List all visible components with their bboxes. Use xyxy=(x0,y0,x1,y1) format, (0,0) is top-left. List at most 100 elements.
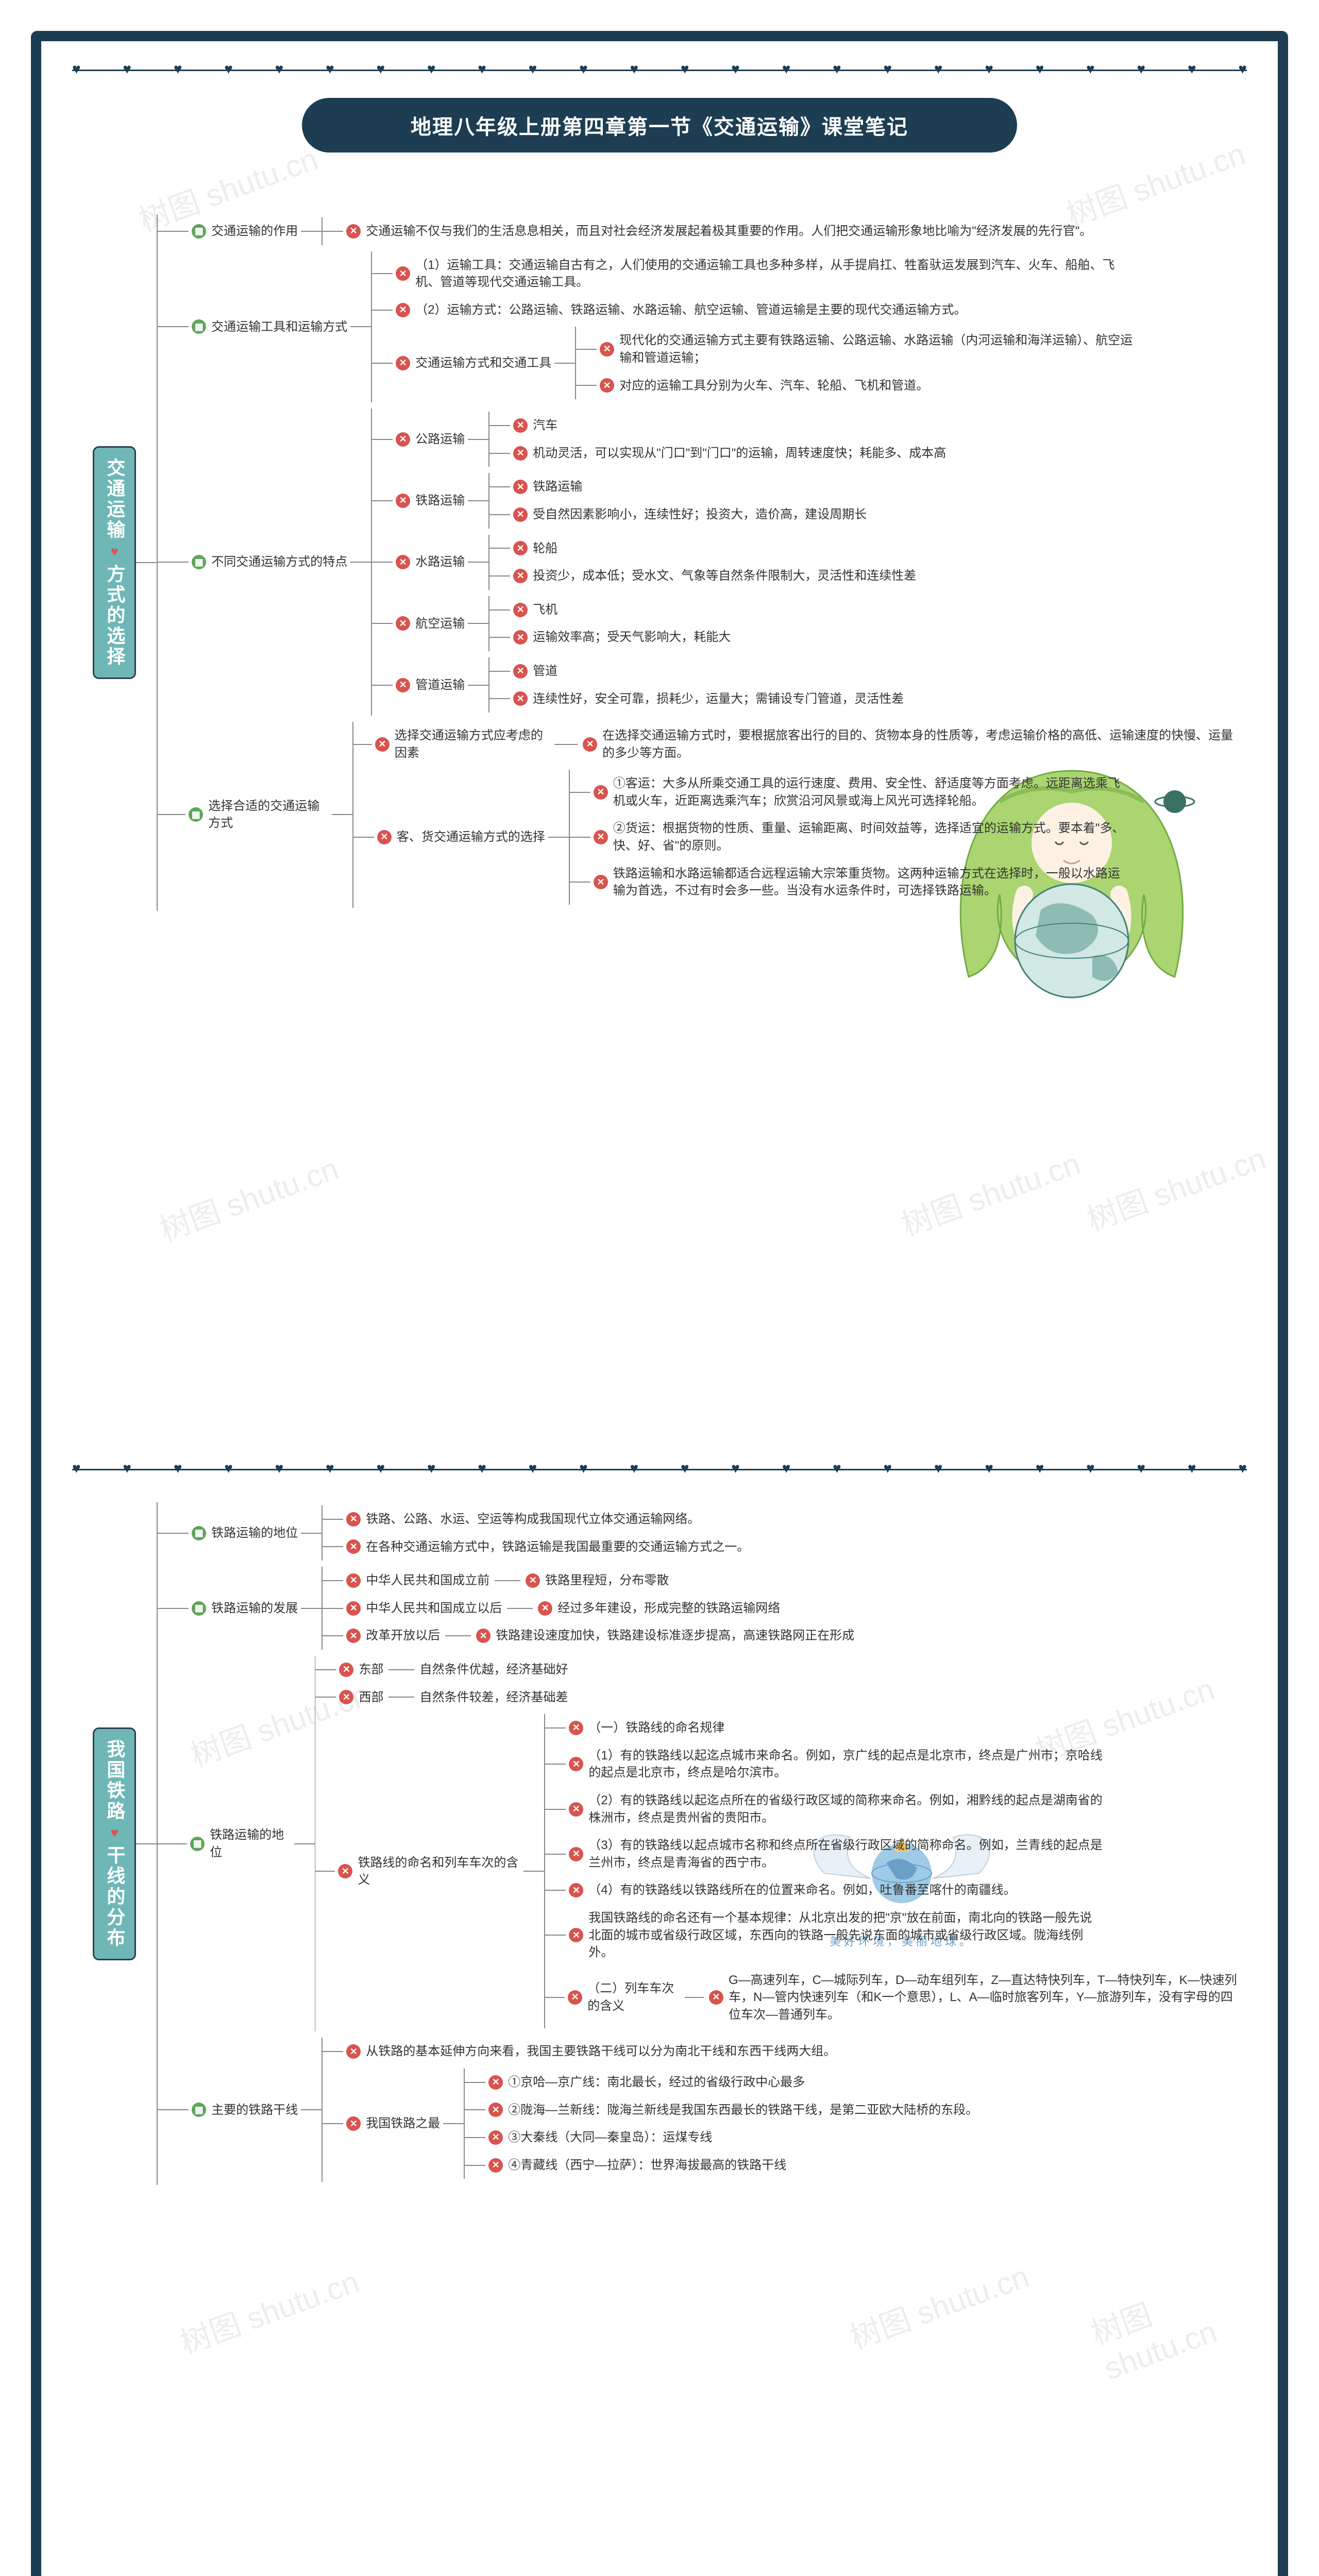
node-label: 铁路建设速度加快，铁路建设标准逐步提高，高速铁路网正在形成 xyxy=(496,1627,854,1645)
node-label: 我国铁路线的命名还有一个基本规律：从北京出发的把"京"放在前面，南北向的铁路一般… xyxy=(588,1909,1104,1961)
mindmap-node: ✕ 中华人民共和国成立前 ✕ 铁路里程短，分布零散 xyxy=(323,1567,857,1595)
node-label: 对应的运输工具分别为火车、汽车、轮船、飞机和管道。 xyxy=(619,377,928,395)
mindmap-node: ✕ （4）有的铁路线以铁路线所在的位置来命名。例如，吐鲁番至喀什的南疆线。 xyxy=(545,1876,1247,1904)
red-bullet-icon: ✕ xyxy=(396,678,410,692)
node-label: 我国铁路之最 xyxy=(366,2115,440,2132)
node-label: 汽车 xyxy=(533,417,557,434)
node-label: 铁路运输的发展 xyxy=(211,1600,298,1617)
red-bullet-icon: ✕ xyxy=(396,494,410,508)
node-label: 东部 xyxy=(359,1661,383,1679)
arrow-connector xyxy=(388,1697,414,1698)
mindmap-2: 我国铁路♥干线的分布 ▦铁路运输的地位✕铁路、公路、水运、空运等构成我国现代立体… xyxy=(93,1502,1247,2185)
red-bullet-icon: ✕ xyxy=(538,1601,552,1616)
node-label: 改革开放以后 xyxy=(366,1627,440,1645)
node-label: （3）有的铁路线以起点城市名称和终点所在省级行政区域的简称命名。例如，兰青线的起… xyxy=(588,1837,1104,1871)
doc-title-banner: 地理八年级上册第四章第一节《交通运输》课堂笔记 xyxy=(302,98,1017,152)
red-bullet-icon: ✕ xyxy=(339,1690,353,1704)
mindmap-node: ✕东部自然条件优越，经济基础好 xyxy=(315,1656,1247,1684)
mindmap-1: 交通运输♥方式的选择 ▦交通运输的作用✕交通运输不仅与我们的生活息息相关，而且对… xyxy=(93,214,1247,911)
green-bullet-icon: ▦ xyxy=(192,2103,206,2117)
red-bullet-icon: ✕ xyxy=(513,446,528,461)
mindmap-node: ✕ （2）运输方式：公路运输、铁路运输、水路运输、航空运输、管道运输是主要的现代交… xyxy=(372,296,1140,324)
node-label: 在各种交通运输方式中，铁路运输是我国最重要的交通运输方式之一。 xyxy=(366,1538,749,1556)
node-label: 管道 xyxy=(533,663,557,680)
node-label: 铁路线的命名和列车车次的含义 xyxy=(358,1854,520,1889)
mindmap-node: ✕铁路运输✕铁路运输✕受自然因素影响小，连续性好；投资大，造价高，建设周期长 xyxy=(372,470,949,531)
mindmap-node: ✕（一）铁路线的命名规律 xyxy=(545,1714,1247,1742)
mindmap-node: ✕（2）有的铁路线以起迄点所在的省级行政区域的简称来命名。例如，湘黔线的起点是湖… xyxy=(545,1787,1247,1832)
node-label: 不同交通运输方式的特点 xyxy=(211,553,347,571)
mindmap-node: ✕管道运输✕管道✕连续性好，安全可靠，损耗少，运量大；需铺设专门管道，灵活性差 xyxy=(372,654,949,716)
mindmap-node: ✕我国铁路之最✕①京哈—京广线：南北最长，经过的省级行政中心最多✕②陇海—兰新线… xyxy=(323,2065,981,2182)
red-bullet-icon: ✕ xyxy=(346,2044,361,2059)
red-bullet-icon: ✕ xyxy=(600,342,614,357)
node-label: （1）运输工具：交通运输自古有之，人们使用的交通运输工具也多种多样，从手提肩扛、… xyxy=(415,257,1137,291)
node-label: 水路运输 xyxy=(415,553,465,571)
node-label: 中华人民共和国成立前 xyxy=(366,1572,489,1589)
red-bullet-icon: ✕ xyxy=(569,1928,583,1942)
arrow-connector xyxy=(388,1669,414,1670)
red-bullet-icon: ✕ xyxy=(513,418,528,433)
mindmap-node: ✕航空运输✕飞机✕运输效率高；受天气影响大，耗能大 xyxy=(372,593,949,654)
node-label: 交通运输不仅与我们的生活息息相关，而且对社会经济发展起着极其重要的作用。人们把交… xyxy=(366,223,1092,240)
node-label: 管道运输 xyxy=(415,676,465,694)
arrow-connector xyxy=(507,1608,533,1609)
red-bullet-icon: ✕ xyxy=(488,2103,503,2117)
red-bullet-icon: ✕ xyxy=(346,1573,361,1588)
mindmap-node: ✕水路运输✕轮船✕投资少，成本低；受水文、气象等自然条件限制大，灵活性和连续性差 xyxy=(372,532,949,593)
node-label: （二）列车车次的含义 xyxy=(587,1980,680,2014)
mindmap-node: ✕选择交通运输方式应考虑的因素✕在选择交通运输方式时，要根据旅客出行的目的、货物… xyxy=(353,722,1247,767)
doc-title: 地理八年级上册第四章第一节《交通运输》课堂笔记 xyxy=(411,116,908,139)
green-bullet-icon: ▦ xyxy=(192,1601,206,1616)
node-label: 选择交通运输方式应考虑的因素 xyxy=(395,727,549,761)
mindmap-node: ✕④青藏线（西宁—拉萨）：世界海拔最高的铁路干线 xyxy=(465,2151,981,2179)
node-label: 交通运输的作用 xyxy=(211,223,298,240)
mindmap-node: ✕中华人民共和国成立以后✕经过多年建设，形成完整的铁路运输网络 xyxy=(323,1595,857,1622)
node-label: 在选择交通运输方式时，要根据旅客出行的目的、货物本身的性质等，考虑运输价格的高低… xyxy=(602,727,1244,761)
heart-divider-top: ♥♥♥♥♥♥♥♥♥♥♥♥♥♥♥♥♥♥♥♥♥♥♥♥ xyxy=(72,62,1247,77)
red-bullet-icon: ✕ xyxy=(488,2158,503,2173)
red-bullet-icon: ✕ xyxy=(488,2130,503,2145)
mindmap-node: ▦铁路运输的地位✕铁路、公路、水运、空运等构成我国现代立体交通运输网络。✕在各种… xyxy=(158,1502,1247,1564)
node-label: ①京哈—京广线：南北最长，经过的省级行政中心最多 xyxy=(508,2074,805,2091)
panel-2: 美好环境，美丽地球。 我国铁路♥干线的分布 ▦铁路运输的地位✕铁路、公路、水运、… xyxy=(72,1482,1247,2576)
mindmap-node: ✕铁路线的命名和列车车次的含义✕（一）铁路线的命名规律✕（1）有的铁路线以起迄点… xyxy=(315,1711,1247,2031)
node-label: 经过多年建设，形成完整的铁路运输网络 xyxy=(557,1600,780,1617)
node-label: ②货运：根据货物的性质、重量、运输距离、时间效益等，选择适宜的运输方式。要本着"… xyxy=(613,820,1128,854)
red-bullet-icon: ✕ xyxy=(513,480,528,494)
node-label: 现代化的交通运输方式主要有铁路运输、公路运输、水路运输（内河运输和海洋运输）、航… xyxy=(619,332,1135,366)
red-bullet-icon: ✕ xyxy=(594,830,608,844)
mindmap-node: ✕ 铁路运输 xyxy=(489,473,870,501)
node-label: 运输效率高；受天气影响大，耗能大 xyxy=(533,629,731,646)
node-label: G—高速列车，C—城际列车，D—动车组列车，Z—直达特快列车，T—特快列车，K—… xyxy=(729,1972,1244,2024)
red-bullet-icon: ✕ xyxy=(396,555,410,569)
node-label: （2）运输方式：公路运输、铁路运输、水路运输、航空运输、管道运输是主要的现代交通… xyxy=(415,301,966,319)
mindmap-node: ✕ 交通运输方式和交通工具 ✕ 现代化的交通运输方式主要有铁路运输、公路运输、水路运输… xyxy=(372,324,1140,402)
red-bullet-icon: ✕ xyxy=(396,356,410,370)
node-label: 受自然因素影响小，连续性好；投资大，造价高，建设周期长 xyxy=(533,506,867,523)
red-bullet-icon: ✕ xyxy=(526,1573,540,1588)
node-label: （4）有的铁路线以铁路线所在的位置来命名。例如，吐鲁番至喀什的南疆线。 xyxy=(588,1882,1016,1899)
node-label: （2）有的铁路线以起迄点所在的省级行政区域的简称来命名。例如，湘黔线的起点是湖南… xyxy=(588,1792,1104,1826)
node-label: 从铁路的基本延伸方向来看，我国主要铁路干线可以分为南北干线和东西干线两大组。 xyxy=(366,2043,836,2060)
red-bullet-icon: ✕ xyxy=(396,432,410,447)
mindmap-node: ✕投资少，成本低；受水文、气象等自然条件限制大，灵活性和连续性差 xyxy=(489,562,919,590)
red-bullet-icon: ✕ xyxy=(375,737,390,752)
red-bullet-icon: ✕ xyxy=(600,378,614,393)
mindmap-node: ✕交通运输不仅与我们的生活息息相关，而且对社会经济发展起着极其重要的作用。人们把… xyxy=(323,217,1095,245)
green-bullet-icon: ▦ xyxy=(192,555,206,569)
red-bullet-icon: ✕ xyxy=(569,1883,583,1897)
mindmap-node: ✕管道 xyxy=(489,657,907,685)
node-label: 铁路运输 xyxy=(533,478,582,496)
red-bullet-icon: ✕ xyxy=(396,616,410,631)
mindmap-node: ✕③大秦线（大同—秦皇岛）：运煤专线 xyxy=(465,2124,981,2151)
red-bullet-icon: ✕ xyxy=(569,1721,583,1735)
red-bullet-icon: ✕ xyxy=(568,1990,582,2005)
node-label: 铁路里程短，分布零散 xyxy=(545,1572,669,1589)
mindmap-node: ✕铁路运输和水路运输都适合远程运输大宗笨重货物。这两种运输方式在选择时，一般以水… xyxy=(570,860,1131,905)
red-bullet-icon: ✕ xyxy=(346,1601,361,1616)
red-bullet-icon: ✕ xyxy=(396,303,410,317)
node-label: 航空运输 xyxy=(415,615,465,633)
node-label: 交通运输方式和交通工具 xyxy=(415,354,551,372)
mindmap-node: ✕ 现代化的交通运输方式主要有铁路运输、公路运输、水路运输（内河运输和海洋运输）、… xyxy=(576,327,1138,371)
